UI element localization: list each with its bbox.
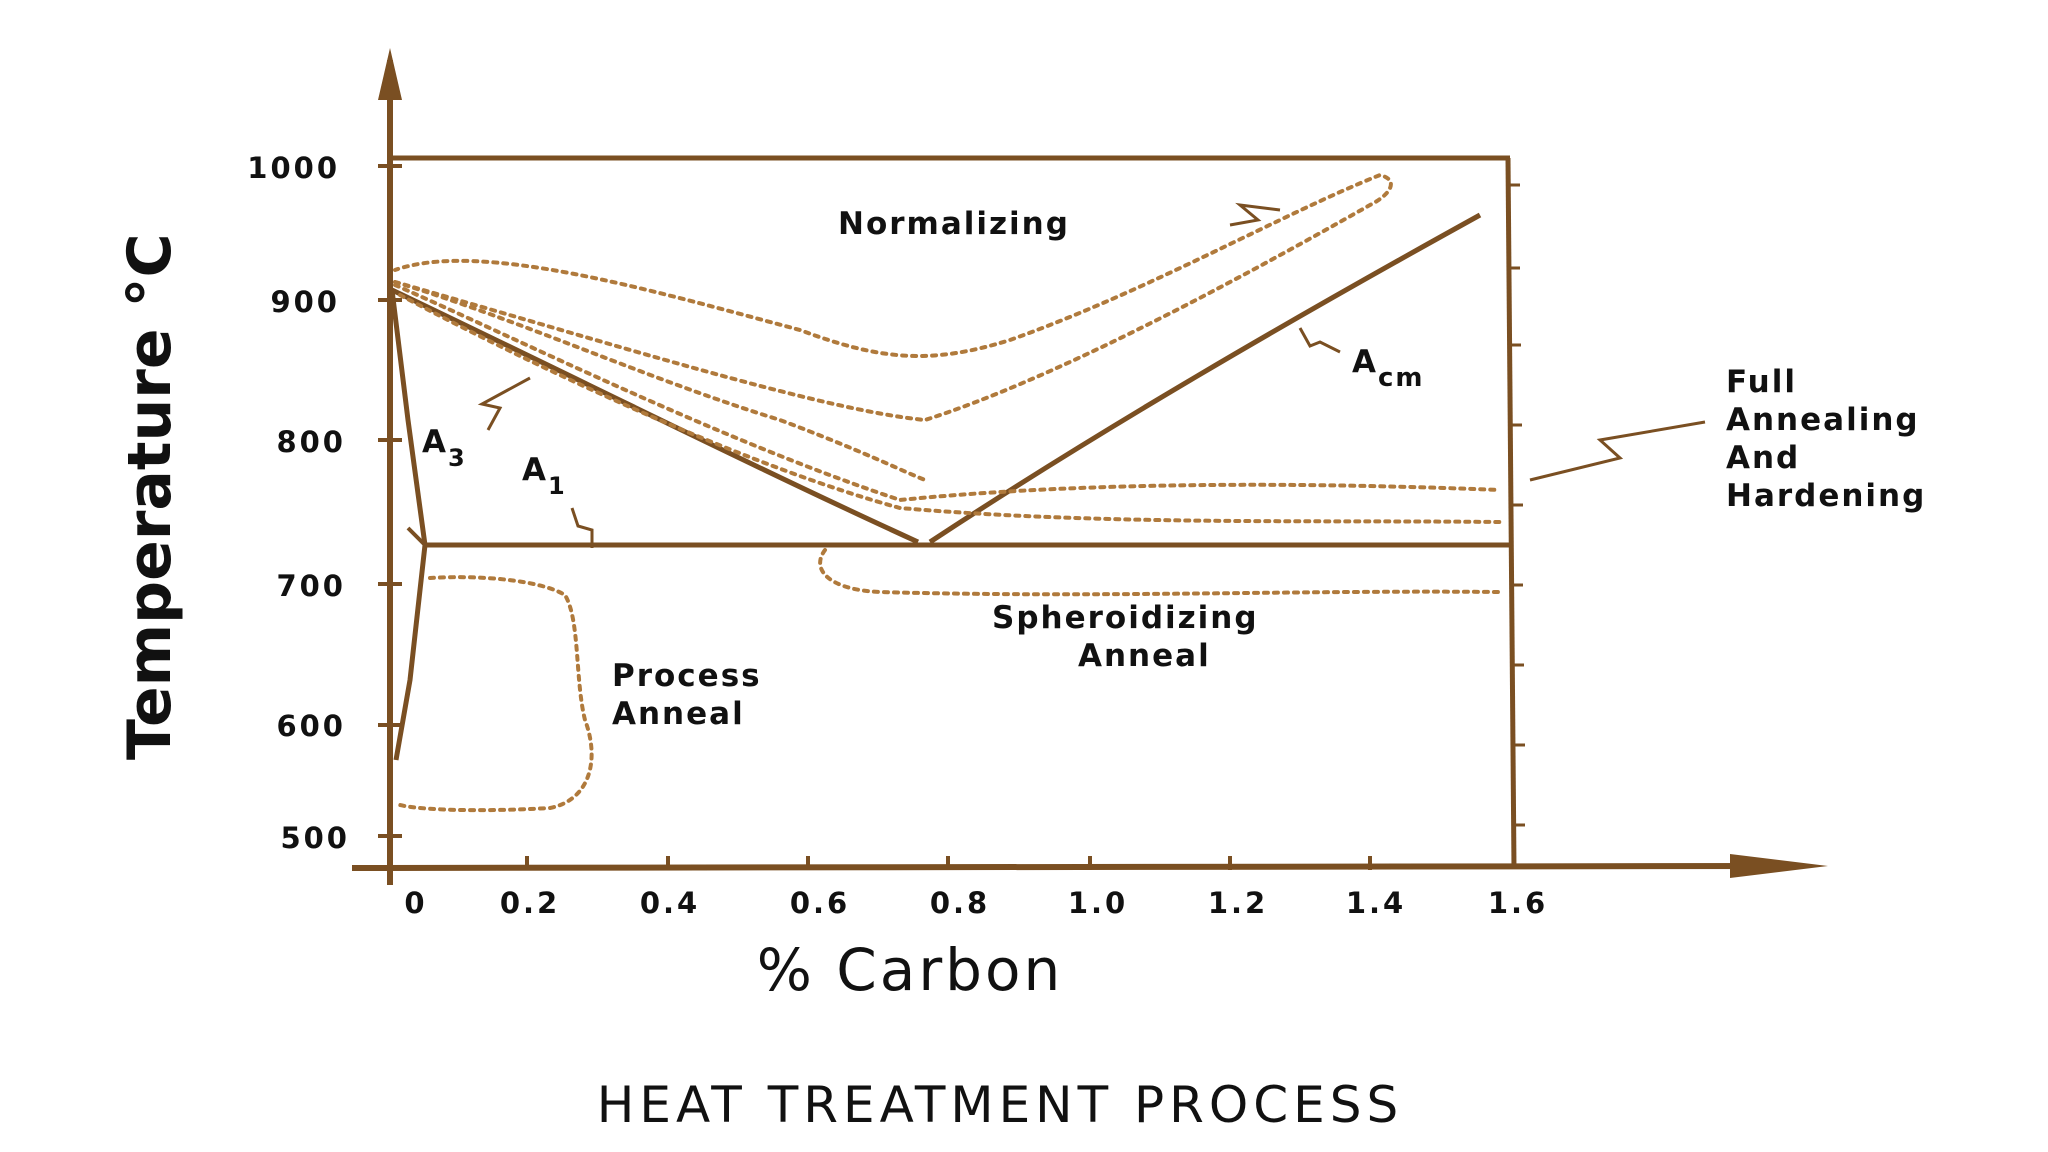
y-tick-label: 900	[270, 285, 340, 319]
x-tick-label: 0.4	[640, 886, 700, 920]
a1-pointer-arrow	[570, 507, 594, 548]
y-tick-label: 800	[276, 425, 346, 459]
full-anneal-lower-path	[398, 293, 1502, 524]
spheroidizing-label-line-2: Anneal	[1078, 638, 1211, 674]
x-tick-label: 1.4	[1346, 886, 1406, 920]
x-axis-arrowhead	[1730, 854, 1828, 878]
acm-pointer-arrow	[1298, 327, 1341, 354]
process-anneal-label-line-2: Anneal	[612, 696, 745, 732]
diagram-title: HEAT TREATMENT PROCESS	[597, 1076, 1403, 1134]
process-anneal-label-line-1: Process	[612, 658, 762, 694]
full-annealing-label-line-2: Annealing	[1726, 402, 1920, 438]
y-tick-label: 500	[280, 821, 350, 855]
spheroidizing-region	[818, 548, 1502, 597]
acm-label: Acm	[1352, 344, 1425, 393]
line-labels: A3 A1 Acm	[422, 344, 1425, 500]
process-anneal-region	[398, 575, 594, 813]
normalizing-label: Normalizing	[838, 206, 1070, 242]
x-axis-title: % Carbon	[757, 936, 1064, 1004]
normalizing-region	[393, 172, 1393, 423]
alpha-corner-tick	[406, 526, 427, 547]
phase-lines	[389, 212, 1510, 761]
full-annealing-label-line-3: And	[1726, 440, 1800, 476]
x-tick-label: 0.2	[500, 886, 560, 920]
a3-line	[390, 287, 920, 545]
y-tick-label: 700	[276, 569, 346, 603]
acm-line	[928, 212, 1482, 545]
a3-pointer-arrow	[477, 376, 531, 431]
callout-arrows	[477, 202, 1706, 548]
treatment-regions	[393, 172, 1502, 813]
full-annealing-label-line-1: Full	[1726, 364, 1797, 400]
full-anneal-upper-path	[393, 283, 1502, 503]
region-labels: Normalizing Full Annealing And Hardening…	[612, 206, 1926, 732]
x-tick-label: 1.2	[1208, 886, 1268, 920]
y-axis-arrowhead	[378, 48, 402, 100]
y-tick-labels: 1000 900 800 700 600 500	[247, 151, 350, 855]
y-tick-label: 600	[276, 709, 346, 743]
full-annealing-pointer-arrow	[1529, 420, 1706, 482]
x-ticks	[525, 856, 1372, 870]
y-tick-label: 1000	[247, 151, 340, 185]
x-tick-label: 0.8	[930, 886, 990, 920]
x-tick-labels: 0 0.2 0.4 0.6 0.8 1.0 1.2 1.4 1.6	[404, 886, 1548, 920]
y-axis-title: Temperature °C	[115, 234, 185, 761]
normalizing-inner-path	[393, 280, 927, 482]
a1-label: A1	[522, 452, 567, 500]
x-tick-label: 1.6	[1488, 886, 1548, 920]
x-tick-label: 0.6	[790, 886, 850, 920]
a3-label: A3	[422, 424, 467, 472]
x-axis-line	[351, 863, 1771, 871]
normalizing-pointer-arrow	[1229, 202, 1281, 227]
axes	[351, 48, 1828, 885]
x-tick-label: 1.0	[1068, 886, 1128, 920]
y-ticks	[378, 164, 402, 838]
alpha-boundary-line	[389, 289, 428, 761]
diagram-frame	[390, 155, 1525, 869]
spheroidizing-label-line-1: Spheroidizing	[992, 600, 1259, 636]
x-tick-label: 0	[404, 886, 427, 920]
full-annealing-label-line-4: Hardening	[1726, 478, 1926, 514]
